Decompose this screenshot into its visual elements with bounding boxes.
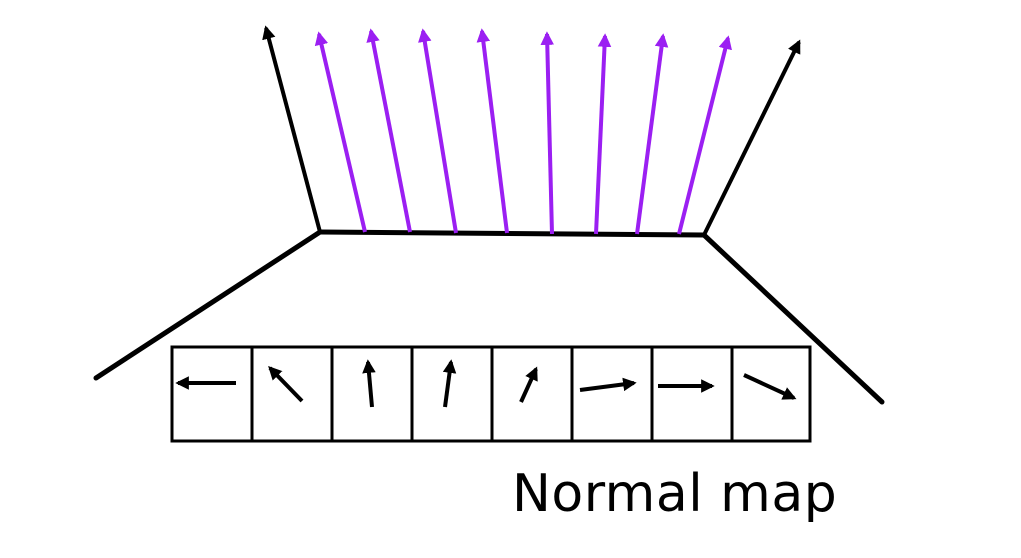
arrow-icon [442, 359, 457, 408]
corner-normals [262, 25, 801, 236]
normal-map-cell [250, 345, 334, 443]
perturbed-normal-arrow-1 [314, 31, 367, 233]
normal-map-cell [650, 345, 734, 443]
perturbed-normal-arrow-8 [677, 35, 732, 235]
perturbed-normal-arrow-4 [476, 28, 509, 234]
diagram-caption: Normal map [512, 464, 838, 524]
arrow-icon [519, 366, 538, 403]
right-corner-normal-arrow [702, 39, 801, 236]
normal-map-cell [410, 345, 494, 443]
perturbed-normal-arrow-6 [594, 33, 612, 235]
perturbed-normal-arrow-2 [366, 28, 412, 233]
normal-map-cell [170, 345, 254, 443]
perturbed-normal-arrow-7 [635, 33, 669, 235]
normal-map-cell [570, 345, 654, 443]
surface-top-edge [317, 229, 707, 238]
arrow-icon [743, 373, 797, 400]
surface-right-slope [701, 232, 885, 405]
arrow-icon [579, 377, 637, 392]
normal-map-cell [490, 345, 574, 443]
perturbed-normals [314, 28, 732, 235]
left-corner-normal-arrow [262, 25, 322, 233]
arrow-icon [362, 359, 376, 408]
perturbed-normal-arrow-5 [540, 31, 555, 235]
surface-left-slope [93, 229, 323, 381]
normal-map-arrows [175, 359, 797, 408]
arrow-icon [268, 366, 304, 403]
normal-map-cell [730, 345, 812, 443]
normal-map-strip [170, 345, 812, 443]
surface-outline [93, 229, 885, 405]
perturbed-normal-arrow-3 [418, 28, 458, 234]
